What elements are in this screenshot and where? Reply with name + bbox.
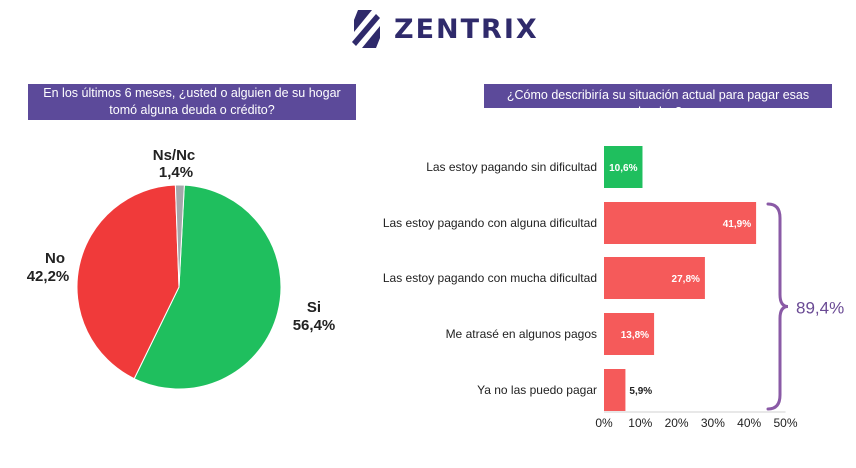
bar-value-label: 41,9% <box>723 219 751 230</box>
pie-label-ns-nc: Ns/Nc <box>153 147 196 164</box>
bar-las-estoy-pagando-con-alguna-dificultad <box>604 202 757 244</box>
bar-category-label: Las estoy pagando con mucha dificultad <box>383 271 597 285</box>
pie-label-no: No <box>45 250 65 267</box>
bar-ya-no-las-puedo-pagar <box>604 369 626 411</box>
pie-value-no: 42,2% <box>27 268 70 285</box>
bar-question-header: ¿Cómo describiría su situación actual pa… <box>484 84 832 119</box>
x-tick-label: 10% <box>628 416 652 430</box>
bar-category-label: Las estoy pagando con alguna dificultad <box>383 216 597 230</box>
pie-value-ns-nc: 1,4% <box>159 164 193 181</box>
bar-value-label: 27,8% <box>672 274 700 285</box>
bar-value-label: 13,8% <box>621 330 649 341</box>
zentrix-logo-icon <box>352 10 380 48</box>
x-tick-label: 0% <box>595 416 613 430</box>
pie-slice-ns-nc <box>174 184 185 288</box>
brand-name: ZENTRIX <box>394 13 539 45</box>
zentrix-logo: ZENTRIX <box>348 6 548 52</box>
x-tick-label: 40% <box>737 416 761 430</box>
bar-category-label: Me atrasé en algunos pagos <box>446 327 597 341</box>
x-tick-label: 20% <box>665 416 689 430</box>
bar-value-label: 5,9% <box>629 386 652 397</box>
bar-value-label: 10,6% <box>609 163 637 174</box>
x-tick-label: 50% <box>773 416 797 430</box>
pie-question-header: En los últimos 6 meses, ¿usted o alguien… <box>28 84 356 120</box>
bar-las-estoy-pagando-sin-dificultad <box>604 146 643 188</box>
bar-las-estoy-pagando-con-mucha-dificultad <box>604 257 705 299</box>
pie-slice-no <box>76 184 180 380</box>
x-tick-label: 30% <box>701 416 725 430</box>
pie-value-si: 56,4% <box>293 317 336 334</box>
pie-slice-si <box>133 184 282 390</box>
bracket-total-label: 89,4% <box>796 299 844 318</box>
bar-me-atrase-en-algunos-pagos <box>604 313 655 355</box>
pie-label-si: Si <box>307 299 321 316</box>
bar-category-label: Ya no las puedo pagar <box>477 383 597 397</box>
bar-category-label: Las estoy pagando sin dificultad <box>426 160 597 174</box>
group-bracket <box>766 202 789 411</box>
